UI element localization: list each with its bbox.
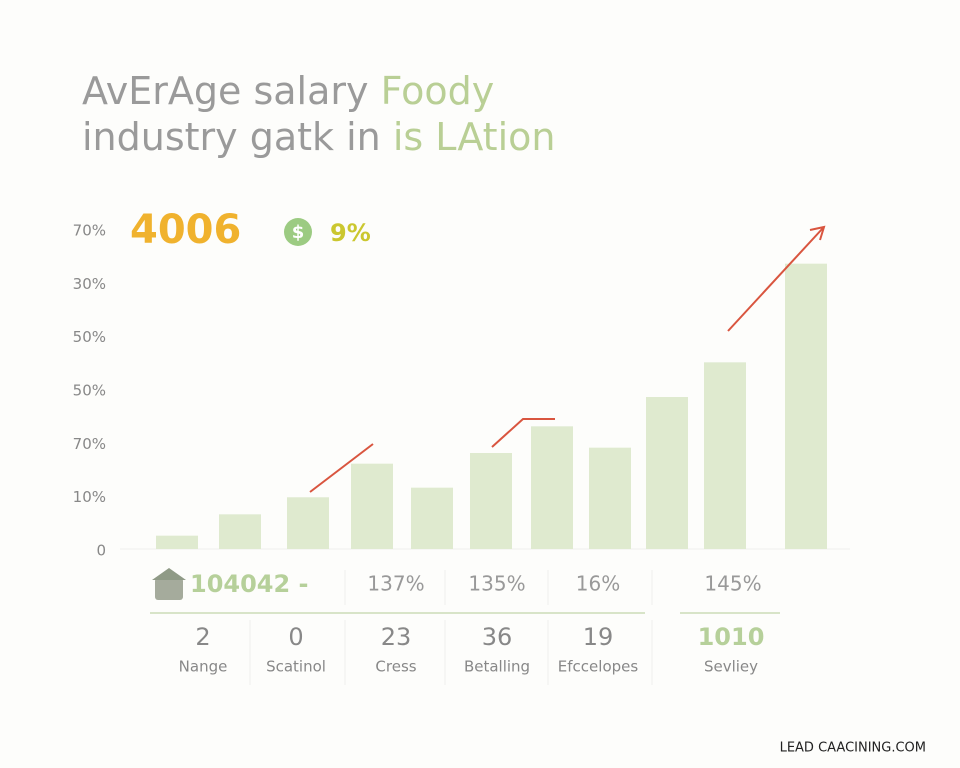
trend-line bbox=[727, 227, 824, 332]
y-tick-label: 10% bbox=[73, 488, 106, 506]
summary-cell: 135% bbox=[468, 572, 525, 596]
bars bbox=[156, 263, 827, 549]
bar bbox=[589, 447, 631, 549]
label-cell: Betalling bbox=[464, 658, 530, 676]
bar bbox=[287, 497, 329, 549]
summary-cell: 104042 - bbox=[190, 570, 309, 598]
number-cell: 36 bbox=[482, 623, 513, 651]
number-cell: 23 bbox=[381, 623, 412, 651]
summary-cell: 137% bbox=[367, 572, 424, 596]
label-cell: Cress bbox=[375, 658, 416, 676]
headline-change: 9% bbox=[330, 219, 371, 247]
bar bbox=[785, 263, 827, 549]
y-tick-label: 70% bbox=[73, 222, 106, 240]
label-cell: Scatinol bbox=[266, 658, 326, 676]
y-tick-label: 50% bbox=[73, 328, 106, 346]
number-cell: 0 bbox=[288, 623, 303, 651]
title-part: AvErAge salary bbox=[82, 69, 369, 113]
headline-value: 4006 bbox=[130, 207, 241, 253]
summary-cell: 16% bbox=[576, 572, 620, 596]
bar bbox=[219, 514, 261, 549]
bar bbox=[646, 397, 688, 549]
bar bbox=[704, 362, 746, 549]
y-tick-label: 70% bbox=[73, 435, 106, 453]
summary-cell: 145% bbox=[704, 572, 761, 596]
y-tick-label: 0 bbox=[96, 542, 106, 560]
trend-arrows bbox=[309, 225, 826, 493]
bar bbox=[351, 463, 393, 549]
y-tick-label: 30% bbox=[73, 275, 106, 293]
number-cell: 2 bbox=[195, 623, 210, 651]
label-cell: Sevliey bbox=[704, 658, 758, 676]
title-part: Foody bbox=[381, 69, 495, 113]
y-tick-label: 50% bbox=[73, 382, 106, 400]
label-cell: Efccelopes bbox=[558, 658, 639, 676]
bar bbox=[411, 487, 453, 549]
bar bbox=[531, 426, 573, 549]
title-line: AvErAge salary Foody bbox=[82, 69, 494, 113]
title-part: industry gatk in bbox=[82, 115, 381, 159]
trend-line bbox=[309, 443, 374, 493]
number-cell: 1010 bbox=[698, 623, 765, 651]
footer: LEAD CAACINING.COM bbox=[780, 741, 926, 756]
label-cell: Nange bbox=[179, 658, 228, 676]
bar bbox=[156, 535, 198, 549]
headline-icon: $ bbox=[292, 222, 305, 243]
number-cell: 19 bbox=[583, 623, 614, 651]
bar bbox=[470, 453, 512, 549]
house-icon bbox=[152, 568, 186, 600]
summary-table bbox=[150, 568, 780, 685]
headline-icon-bg bbox=[284, 218, 312, 246]
arrow-head bbox=[809, 225, 826, 241]
title-line: industry gatk in is LAtion bbox=[82, 115, 555, 159]
trend-line bbox=[491, 418, 555, 448]
title-part: is LAtion bbox=[393, 115, 556, 159]
